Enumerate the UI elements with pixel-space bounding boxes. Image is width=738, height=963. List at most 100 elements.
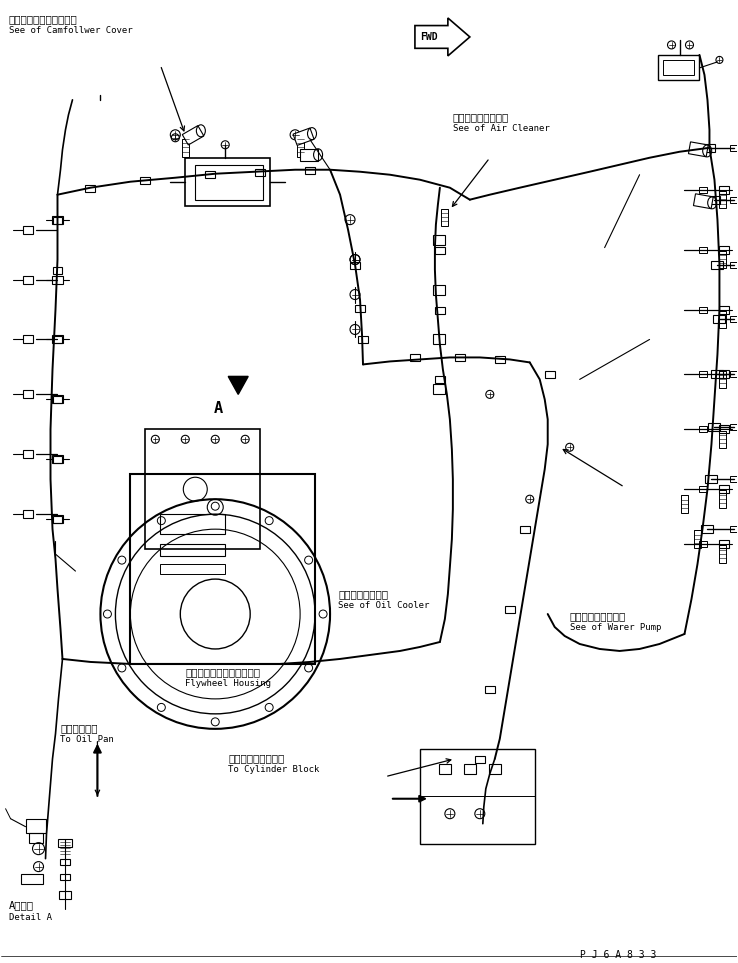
- Bar: [700, 306, 708, 313]
- Text: A　詳細: A 詳細: [9, 900, 33, 911]
- Bar: [358, 336, 368, 344]
- Bar: [21, 873, 43, 884]
- Bar: [663, 60, 694, 75]
- Text: P J 6 A 8 3 3: P J 6 A 8 3 3: [579, 950, 656, 960]
- Bar: [708, 195, 720, 204]
- Bar: [719, 250, 726, 269]
- Bar: [86, 185, 95, 192]
- Text: See of Air Cleaner: See of Air Cleaner: [453, 124, 550, 133]
- Bar: [700, 247, 708, 252]
- Bar: [410, 354, 420, 361]
- Bar: [355, 304, 365, 311]
- Bar: [706, 476, 717, 483]
- Bar: [711, 261, 723, 269]
- Text: See of Oil Cooler: See of Oil Cooler: [338, 601, 430, 610]
- Bar: [196, 165, 263, 199]
- Bar: [23, 390, 32, 399]
- Text: To Oil Pan: To Oil Pan: [61, 735, 114, 743]
- Bar: [433, 235, 445, 245]
- Bar: [160, 564, 225, 574]
- Bar: [708, 424, 720, 431]
- Bar: [520, 526, 530, 534]
- Bar: [505, 606, 515, 613]
- Polygon shape: [300, 148, 318, 161]
- Polygon shape: [293, 128, 314, 145]
- Bar: [703, 143, 715, 152]
- Bar: [489, 764, 501, 773]
- Bar: [720, 540, 729, 548]
- Bar: [494, 356, 505, 363]
- Bar: [435, 306, 445, 314]
- Bar: [731, 425, 738, 430]
- Bar: [714, 316, 725, 324]
- Bar: [23, 225, 32, 234]
- Bar: [131, 474, 315, 664]
- Text: オイルパンへ: オイルパンへ: [61, 723, 98, 733]
- Bar: [719, 545, 726, 562]
- Bar: [720, 371, 729, 378]
- Bar: [52, 515, 63, 523]
- Bar: [719, 490, 726, 508]
- Polygon shape: [689, 142, 708, 157]
- Bar: [694, 531, 701, 548]
- Bar: [52, 336, 63, 344]
- Bar: [731, 317, 738, 323]
- Text: オイルクーラ参照: オイルクーラ参照: [338, 589, 388, 599]
- Bar: [731, 262, 738, 268]
- Bar: [435, 377, 445, 383]
- Bar: [185, 158, 270, 206]
- Bar: [720, 305, 729, 314]
- Bar: [52, 396, 63, 403]
- Bar: [731, 196, 738, 202]
- Bar: [52, 455, 63, 463]
- Bar: [255, 169, 265, 175]
- Bar: [52, 516, 63, 523]
- Bar: [160, 544, 225, 556]
- Bar: [52, 456, 63, 463]
- Bar: [23, 451, 32, 458]
- Bar: [29, 833, 43, 843]
- Bar: [702, 525, 714, 534]
- Text: エアークリーナ参照: エアークリーナ参照: [453, 112, 509, 122]
- Text: See of Warer Pump: See of Warer Pump: [570, 623, 661, 632]
- Bar: [441, 209, 449, 226]
- Bar: [52, 397, 63, 403]
- Bar: [23, 510, 32, 518]
- Bar: [26, 819, 46, 833]
- Text: ウォータポンプ参照: ウォータポンプ参照: [570, 612, 626, 621]
- Bar: [52, 217, 63, 223]
- Bar: [700, 427, 708, 432]
- Text: フライホイールハウジング: フライホイールハウジング: [185, 667, 261, 677]
- Bar: [475, 756, 485, 763]
- Bar: [61, 859, 70, 865]
- Text: See of Camfollwer Cover: See of Camfollwer Cover: [9, 26, 132, 35]
- Text: To Cylinder Block: To Cylinder Block: [228, 765, 320, 774]
- Bar: [719, 311, 726, 328]
- Bar: [681, 495, 688, 513]
- Bar: [720, 186, 729, 194]
- Bar: [731, 372, 738, 377]
- Polygon shape: [228, 377, 248, 395]
- Bar: [545, 372, 555, 378]
- Text: シリンダブロックへ: シリンダブロックへ: [228, 753, 284, 763]
- Bar: [297, 139, 303, 157]
- Polygon shape: [415, 18, 470, 56]
- Bar: [720, 246, 729, 253]
- Bar: [720, 485, 729, 493]
- Bar: [23, 335, 32, 344]
- Bar: [720, 426, 729, 433]
- Bar: [658, 55, 700, 80]
- Bar: [58, 839, 72, 846]
- Polygon shape: [694, 194, 713, 209]
- Bar: [435, 247, 445, 253]
- Bar: [464, 764, 476, 773]
- Bar: [719, 371, 726, 388]
- Bar: [731, 477, 738, 482]
- Bar: [420, 749, 535, 844]
- Bar: [485, 686, 494, 693]
- Bar: [52, 335, 63, 344]
- Bar: [61, 873, 70, 879]
- Bar: [305, 167, 315, 173]
- Bar: [700, 187, 708, 193]
- Bar: [731, 526, 738, 533]
